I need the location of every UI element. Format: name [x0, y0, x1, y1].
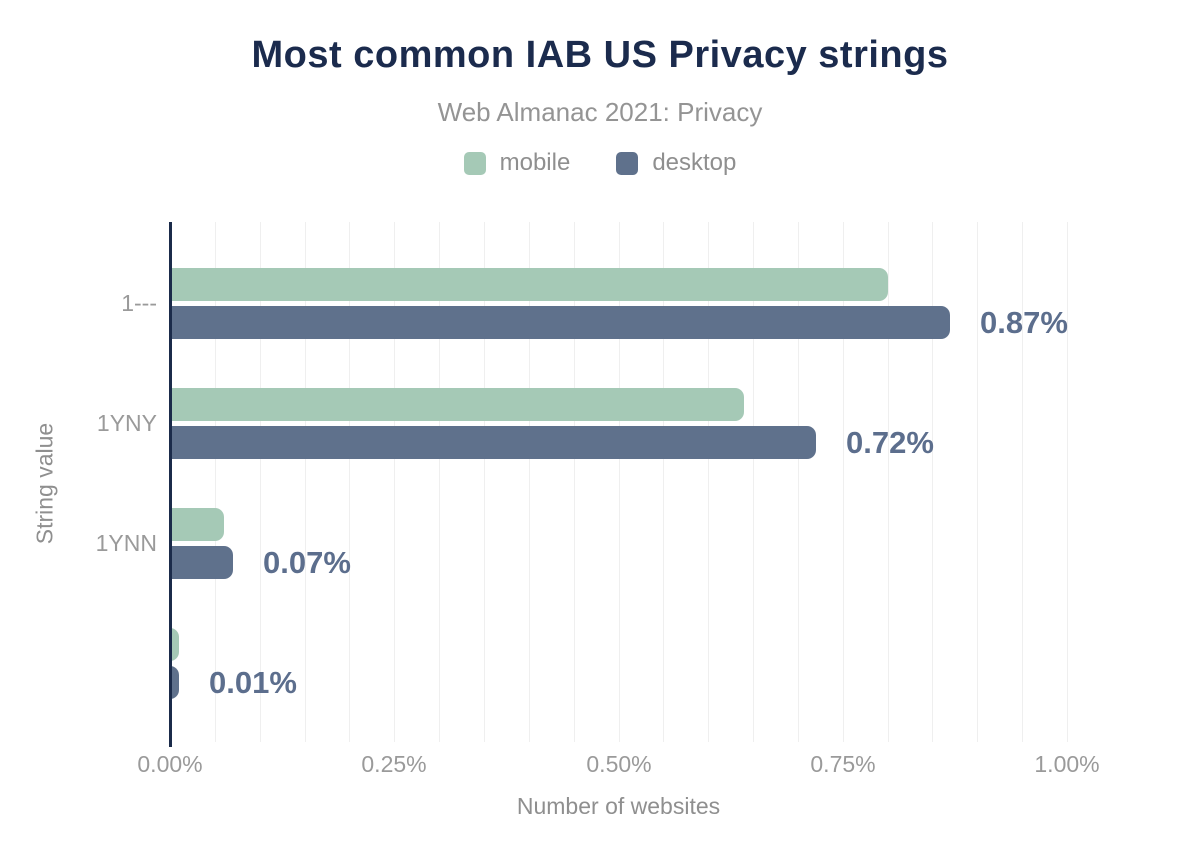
gridline-0.10	[260, 222, 261, 742]
bar-desktop-0[interactable]	[170, 306, 950, 339]
y-category-label-2: 1YNN	[95, 530, 157, 556]
bar-mobile-3[interactable]	[170, 628, 179, 661]
gridline-0.75	[843, 222, 844, 742]
chart-subtitle: Web Almanac 2021: Privacy	[437, 97, 763, 127]
gridline-0.95	[1022, 222, 1023, 742]
plot-area: 0.87% 0.72% 0.07% 0.01%	[170, 222, 1068, 742]
gridline-0.80	[888, 222, 889, 742]
y-category-label-3	[0, 648, 157, 678]
gridline-0.60	[708, 222, 709, 742]
gridline-0.35	[484, 222, 485, 742]
bar-mobile-1[interactable]	[170, 388, 744, 421]
legend-label-desktop: desktop	[652, 149, 737, 176]
x-tick-label-4: 1.00%	[1034, 751, 1100, 777]
x-tick-label-1: 0.25%	[361, 751, 427, 777]
x-tick-label-3: 0.75%	[810, 751, 876, 777]
x-tick-label-2: 0.50%	[586, 751, 652, 777]
gridline-1.00	[1067, 222, 1068, 742]
gridline-0.25	[394, 222, 395, 742]
y-category-label-1: 1YNY	[96, 410, 157, 436]
legend-swatch-desktop-icon	[616, 151, 639, 175]
x-tick-label-0: 0.00%	[137, 751, 203, 777]
gridline-0.40	[529, 222, 530, 742]
bar-desktop-2[interactable]	[170, 546, 233, 579]
gridline-0.85	[932, 222, 933, 742]
bar-desktop-3[interactable]	[170, 666, 179, 699]
gridline-0.55	[663, 222, 664, 742]
gridline-0.20	[349, 222, 350, 742]
y-axis-title: String value	[31, 422, 58, 545]
legend-swatch-mobile-icon	[463, 151, 486, 175]
chart-title: Most common IAB US Privacy strings	[251, 34, 949, 76]
gridline-0.65	[753, 222, 754, 742]
gridline-0.70	[798, 222, 799, 742]
legend: mobile desktop	[0, 149, 1200, 177]
gridline-0.90	[977, 222, 978, 742]
data-label-0: 0.87%	[980, 305, 1068, 340]
gridline-0.05	[215, 222, 216, 742]
gridline-0.30	[439, 222, 440, 742]
data-label-3: 0.01%	[209, 665, 297, 700]
y-axis-line	[169, 222, 172, 747]
data-label-2: 0.07%	[263, 545, 351, 580]
bar-mobile-2[interactable]	[170, 508, 224, 541]
legend-item-desktop[interactable]: desktop	[616, 149, 736, 177]
gridline-0.50	[619, 222, 620, 742]
gridline-0.45	[574, 222, 575, 742]
legend-label-mobile: mobile	[499, 149, 571, 176]
bar-desktop-1[interactable]	[170, 426, 816, 459]
data-label-1: 0.72%	[846, 425, 934, 460]
y-category-label-0: 1---	[121, 290, 157, 316]
legend-item-mobile[interactable]: mobile	[463, 149, 571, 177]
bar-mobile-0[interactable]	[170, 268, 888, 301]
x-axis-title: Number of websites	[516, 793, 721, 819]
gridline-0.15	[305, 222, 306, 742]
